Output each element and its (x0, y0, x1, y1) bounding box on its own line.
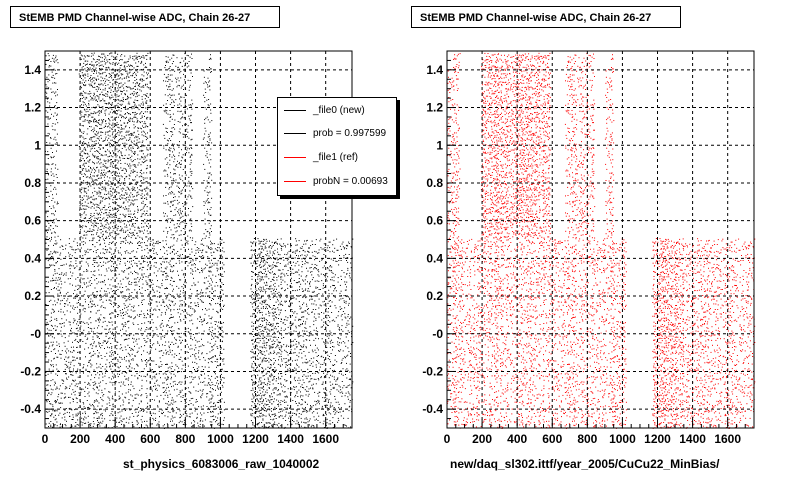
y-tick-label: 0.8 (426, 176, 443, 190)
legend-entry: _file1 (ref) (284, 149, 358, 167)
legend-label: _file0 (new) (313, 105, 365, 116)
y-tick-label: -0.2 (422, 364, 443, 378)
x-tick-label: 1400 (679, 432, 706, 446)
x-tick-label: 200 (472, 432, 492, 446)
x-axis-label-left: st_physics_6083006_raw_1040002 (123, 457, 320, 471)
y-tick-label: 1 (34, 138, 41, 152)
chart-title-right: StEMB PMD Channel-wise ADC, Chain 26-27 (411, 6, 681, 28)
y-tick-label: 1.4 (24, 63, 41, 77)
x-tick-label: 1200 (242, 432, 269, 446)
x-tick-label: 600 (140, 432, 160, 446)
y-tick-label: 0.6 (24, 214, 41, 228)
x-tick-label: 800 (175, 432, 195, 446)
plot-panel: 0 200 400 600 800 1000 1200 1400 1600 -0.4 -0.2 -0 0… (20, 50, 354, 446)
y-tick-label: 1.4 (426, 63, 443, 77)
x-tick-label: 400 (105, 432, 125, 446)
legend-label: prob = 0.997599 (313, 128, 387, 139)
y-tick-label: -0.2 (20, 364, 41, 378)
legend-swatch (284, 180, 306, 182)
y-tick-label: -0.4 (20, 402, 41, 416)
x-tick-label: 0 (42, 432, 49, 446)
x-tick-label: 200 (70, 432, 90, 446)
x-tick-label: 0 (444, 432, 451, 446)
y-tick-label: 0.4 (426, 251, 443, 265)
chart-title-left: StEMB PMD Channel-wise ADC, Chain 26-27 (10, 6, 280, 28)
legend-label: probN = 0.00693 (313, 176, 388, 187)
legend-swatch (284, 156, 306, 158)
legend-swatch (284, 132, 306, 134)
y-tick-label: 0.6 (426, 214, 443, 228)
y-tick-label: 0.4 (24, 251, 41, 265)
x-tick-label: 400 (507, 432, 527, 446)
y-tick-label: 1.2 (24, 101, 41, 115)
y-tick-label: -0.4 (422, 402, 443, 416)
x-tick-label: 1400 (277, 432, 304, 446)
x-tick-label: 1600 (312, 432, 339, 446)
y-tick-label: 1.2 (426, 101, 443, 115)
y-tick-label: 1 (436, 138, 443, 152)
legend-entry: _file0 (new) (284, 102, 365, 120)
legend-entry: prob = 0.997599 (284, 125, 386, 143)
x-axis-label-right: new/daq_sl302.ittf/year_2005/CuCu22_MinB… (450, 457, 720, 471)
data-points (447, 52, 756, 429)
x-tick-label: 1600 (714, 432, 741, 446)
y-tick-label: 0.8 (24, 176, 41, 190)
y-tick-label: 0.2 (426, 289, 443, 303)
y-tick-label: 0.2 (24, 289, 41, 303)
x-tick-label: 600 (542, 432, 562, 446)
x-tick-label: 800 (577, 432, 597, 446)
legend-swatch (284, 109, 306, 111)
x-tick-label: 1000 (609, 432, 636, 446)
legend: _file0 (new) prob = 0.997599 _file1 (ref… (277, 97, 397, 196)
plot-panel: 0 200 400 600 800 1000 1200 1400 1600 -0.4 -0.2 -0 0… (422, 50, 756, 446)
legend-label: _file1 (ref) (313, 152, 359, 163)
x-tick-label: 1200 (644, 432, 671, 446)
y-tick-label: -0 (30, 327, 41, 341)
legend-entry: probN = 0.00693 (284, 173, 388, 191)
x-tick-label: 1000 (207, 432, 234, 446)
y-tick-label: -0 (432, 327, 443, 341)
